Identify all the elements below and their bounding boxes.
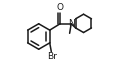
Text: N: N [67,19,74,28]
Text: Br: Br [46,52,56,61]
Text: O: O [56,3,63,12]
